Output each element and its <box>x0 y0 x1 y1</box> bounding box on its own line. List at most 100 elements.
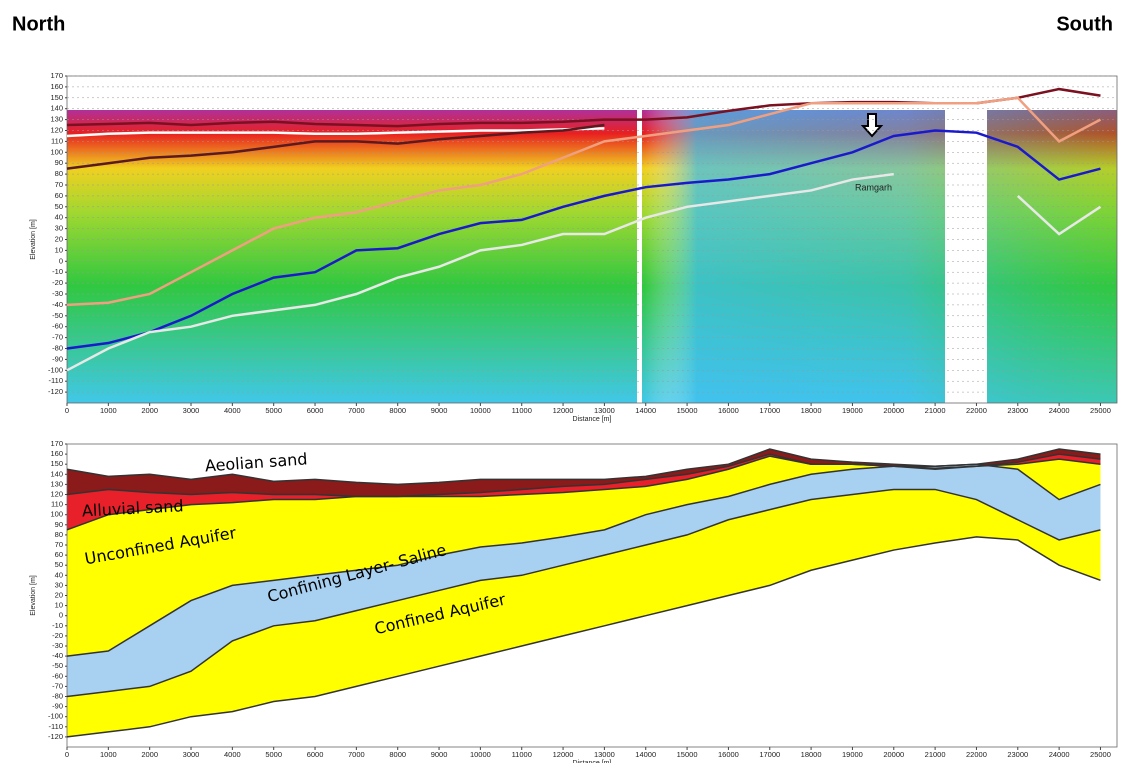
header-right: South <box>1056 13 1113 35</box>
y-tick-label: 0 <box>59 611 63 620</box>
x-tick-label: 17000 <box>759 750 780 759</box>
x-tick-label: 12000 <box>553 750 574 759</box>
y-tick-label: 30 <box>55 224 63 233</box>
x-tick-label: 18000 <box>801 750 822 759</box>
x-tick-label: 8000 <box>389 750 406 759</box>
x-tick-label: 13000 <box>594 406 615 415</box>
x-tick-label: 6000 <box>307 750 324 759</box>
y-tick-label: 120 <box>50 489 63 498</box>
x-tick-label: 11000 <box>512 750 532 759</box>
y-tick-label: -40 <box>52 651 63 660</box>
x-tick-label: 18000 <box>801 406 822 415</box>
y-tick-label: -120 <box>48 732 63 741</box>
y-tick-label: 10 <box>55 601 63 610</box>
y-tick-label: 170 <box>50 439 63 448</box>
geologic-section: -120-110-100-90-80-70-60-50-40-30-20-100… <box>30 439 1117 763</box>
y-tick-label: 110 <box>51 136 63 145</box>
x-axis-label: Distance [m] <box>573 416 612 423</box>
y-tick-label: 80 <box>55 530 63 539</box>
y-tick-label: 100 <box>50 510 63 519</box>
y-tick-label: 130 <box>50 115 63 124</box>
x-tick-label: 14000 <box>635 406 656 415</box>
x-tick-label: 6000 <box>307 406 324 415</box>
y-tick-label: -120 <box>48 387 63 396</box>
y-tick-label: 150 <box>50 93 63 102</box>
y-tick-label: 70 <box>55 180 63 189</box>
x-tick-label: 24000 <box>1049 406 1070 415</box>
gap <box>637 110 642 403</box>
y-tick-label: -90 <box>52 354 63 363</box>
x-tick-label: 1000 <box>100 750 117 759</box>
x-tick-label: 12000 <box>553 406 574 415</box>
x-tick-label: 19000 <box>842 406 863 415</box>
x-tick-label: 22000 <box>966 750 987 759</box>
y-tick-label: 0 <box>59 256 63 265</box>
y-tick-label: -80 <box>52 691 63 700</box>
x-tick-label: 7000 <box>348 750 365 759</box>
header-left: North <box>12 13 65 35</box>
x-tick-label: 23000 <box>1007 406 1028 415</box>
x-tick-label: 8000 <box>389 406 406 415</box>
y-tick-label: -50 <box>52 311 63 320</box>
x-tick-label: 1000 <box>100 406 117 415</box>
x-tick-label: 9000 <box>431 750 448 759</box>
y-tick-label: -100 <box>48 712 63 721</box>
y-tick-label: 90 <box>55 520 63 529</box>
y-tick-label: 70 <box>55 540 63 549</box>
x-tick-label: 2000 <box>141 750 158 759</box>
y-tick-label: 160 <box>50 449 63 458</box>
resistivity-section: -120-110-100-90-80-70-60-50-40-30-20-100… <box>30 71 1117 423</box>
y-axis-label: Elevation [m] <box>30 219 37 260</box>
x-tick-label: 25000 <box>1090 750 1111 759</box>
y-tick-label: 90 <box>55 158 63 167</box>
y-tick-label: 20 <box>55 234 63 243</box>
y-tick-label: 80 <box>55 169 63 178</box>
x-tick-label: 5000 <box>265 750 282 759</box>
y-tick-label: -110 <box>49 376 63 385</box>
x-tick-label: 0 <box>65 406 69 415</box>
y-tick-label: -10 <box>52 267 63 276</box>
x-tick-label: 10000 <box>470 750 491 759</box>
y-tick-label: 20 <box>55 590 63 599</box>
y-tick-label: 130 <box>50 479 63 488</box>
y-tick-label: 10 <box>55 245 63 254</box>
y-tick-label: 40 <box>55 570 63 579</box>
y-tick-label: 50 <box>55 560 63 569</box>
x-tick-label: 19000 <box>842 750 863 759</box>
x-tick-label: 15000 <box>677 406 698 415</box>
x-tick-label: 9000 <box>431 406 448 415</box>
y-tick-label: -100 <box>48 365 63 374</box>
y-tick-label: -60 <box>52 671 63 680</box>
y-tick-label: -90 <box>52 702 63 711</box>
y-tick-label: -10 <box>52 621 63 630</box>
y-tick-label: 170 <box>50 71 63 80</box>
page: {"header": {"left": "North", "right": "S… <box>0 0 1125 763</box>
x-tick-label: 13000 <box>594 750 615 759</box>
y-tick-label: -20 <box>52 631 63 640</box>
y-tick-label: 140 <box>50 469 63 478</box>
x-tick-label: 14000 <box>635 750 656 759</box>
y-tick-label: 120 <box>50 125 63 134</box>
y-tick-label: 60 <box>55 191 63 200</box>
x-tick-label: 5000 <box>265 406 282 415</box>
y-tick-label: 50 <box>55 202 63 211</box>
x-tick-label: 17000 <box>759 406 780 415</box>
y-tick-label: 40 <box>55 213 63 222</box>
x-tick-label: 11000 <box>512 406 532 415</box>
y-tick-label: -30 <box>52 289 63 298</box>
x-tick-label: 3000 <box>183 406 200 415</box>
annotation: Ramgarh <box>855 182 892 192</box>
y-tick-label: -40 <box>52 300 63 309</box>
gap <box>945 110 987 403</box>
x-tick-label: 20000 <box>883 750 904 759</box>
y-tick-label: 110 <box>51 500 63 509</box>
y-tick-label: 60 <box>55 550 63 559</box>
y-tick-label: -50 <box>52 661 63 670</box>
y-tick-label: 30 <box>55 580 63 589</box>
y-tick-label: 100 <box>50 147 63 156</box>
x-tick-label: 3000 <box>183 750 200 759</box>
y-tick-label: -110 <box>49 722 63 731</box>
x-tick-label: 23000 <box>1007 750 1028 759</box>
x-tick-label: 15000 <box>677 750 698 759</box>
x-tick-label: 20000 <box>883 406 904 415</box>
